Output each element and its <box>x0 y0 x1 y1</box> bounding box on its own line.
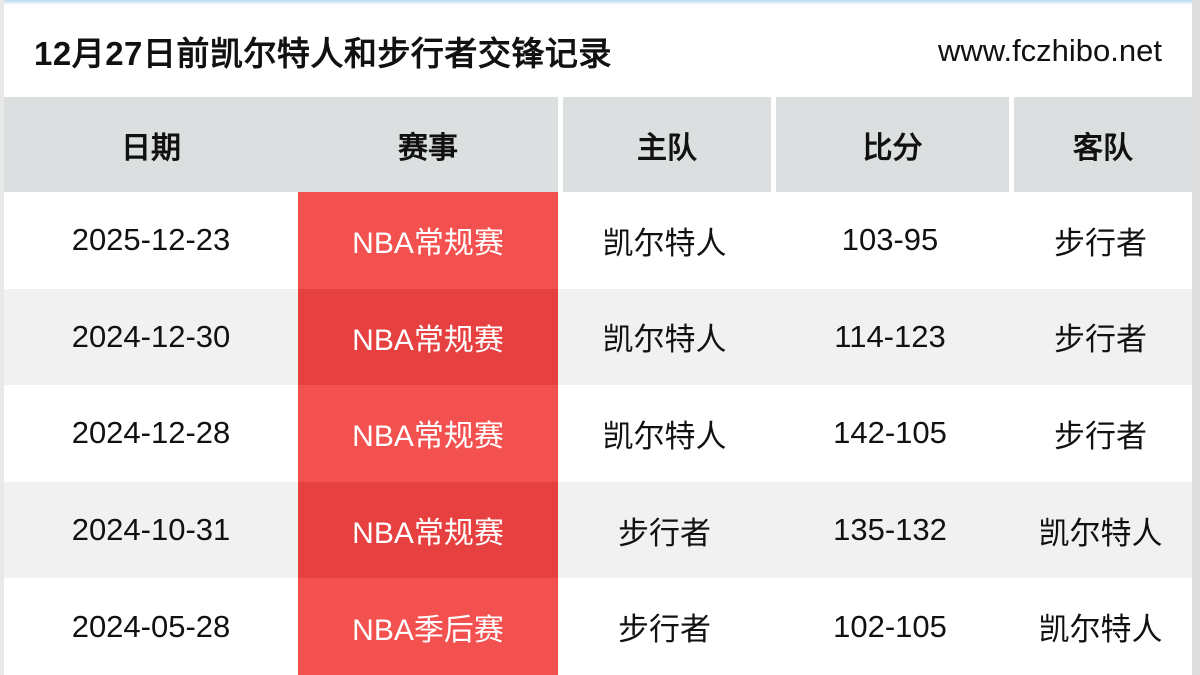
cell-date: 2024-10-31 <box>71 512 231 548</box>
title-bar: 12月27日前凯尔特人和步行者交锋记录 www.fczhibo.net <box>4 5 1192 97</box>
cell-home: 凯尔特人 <box>602 418 727 454</box>
cell-date: 2024-12-30 <box>71 318 231 354</box>
cell-date: 2025-12-23 <box>71 222 231 258</box>
site-url: www.fczhibo.net <box>938 33 1162 68</box>
table-row: 2024-12-28 NBA常规赛 凯尔特人 142-105 步行者 <box>4 385 1192 482</box>
cell-event: NBA常规赛 <box>298 481 558 579</box>
cell-event: NBA季后赛 <box>298 578 558 675</box>
cell-home: 凯尔特人 <box>602 225 727 261</box>
cell-score: 103-95 <box>841 222 939 258</box>
table-row: 2024-10-31 NBA常规赛 步行者 135-132 凯尔特人 <box>4 481 1192 579</box>
cell-date: 2024-05-28 <box>71 608 231 644</box>
cell-event: NBA常规赛 <box>298 385 558 482</box>
table-row: 2025-12-23 NBA常规赛 凯尔特人 103-95 步行者 <box>4 192 1192 289</box>
cell-away: 步行者 <box>1054 322 1147 358</box>
cell-score: 102-105 <box>833 608 947 644</box>
header-cell-score: 比分 <box>771 97 1009 192</box>
cell-score: 142-105 <box>833 415 947 451</box>
table-row: 2024-05-28 NBA季后赛 步行者 102-105 凯尔特人 <box>4 578 1192 675</box>
top-edge-strip <box>4 0 1192 5</box>
cell-away: 步行者 <box>1054 418 1147 454</box>
cell-score: 114-123 <box>834 318 946 354</box>
cell-away: 凯尔特人 <box>1038 515 1163 551</box>
page-title: 12月27日前凯尔特人和步行者交锋记录 <box>34 35 612 72</box>
table-body: 2025-12-23 NBA常规赛 凯尔特人 103-95 步行者 2024-1… <box>4 192 1192 675</box>
cell-away: 凯尔特人 <box>1038 612 1163 648</box>
cell-home: 步行者 <box>618 612 711 648</box>
table-row: 2024-12-30 NBA常规赛 凯尔特人 114-123 步行者 <box>4 288 1192 386</box>
header-cell-away: 客队 <box>1009 97 1192 192</box>
cell-away: 步行者 <box>1054 225 1147 261</box>
cell-event: NBA常规赛 <box>298 192 558 289</box>
cell-date: 2024-12-28 <box>71 415 231 451</box>
cell-home: 凯尔特人 <box>602 322 727 358</box>
header-cell-home: 主队 <box>558 97 771 192</box>
cell-event: NBA常规赛 <box>298 288 558 386</box>
header-cell-date: 日期 <box>121 131 181 165</box>
cell-home: 步行者 <box>618 515 711 551</box>
header-cell-event: 赛事 <box>398 131 458 165</box>
cell-score: 135-132 <box>833 512 947 548</box>
table-header: 日期 赛事 主队 比分 客队 <box>4 97 1192 192</box>
